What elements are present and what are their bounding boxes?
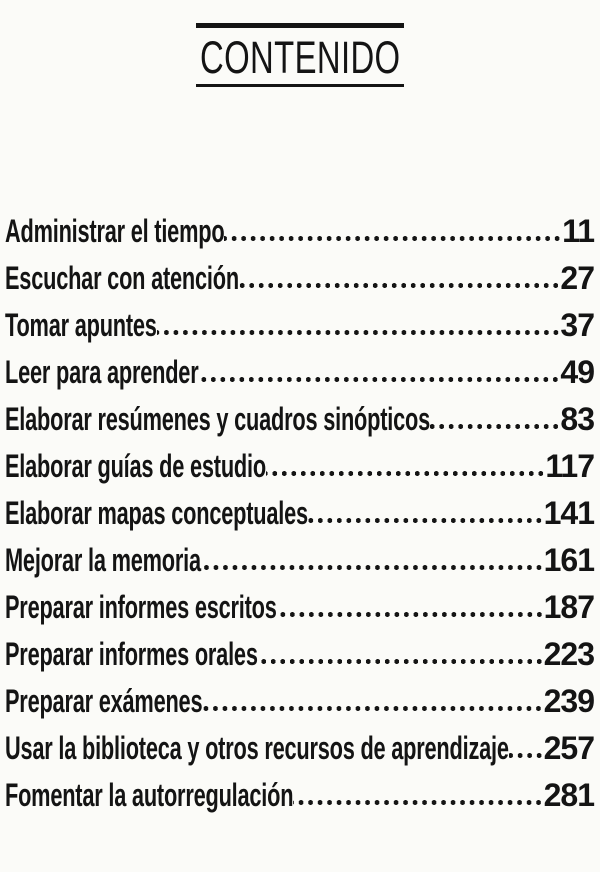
toc-dot-leader [238, 282, 561, 289]
toc-dot-leader [200, 564, 544, 571]
toc-item-title: Fomentar la autorregulación [5, 777, 294, 813]
toc-item-title: Preparar exámenes [5, 683, 203, 719]
toc-item-title: Escuchar con atención [5, 260, 239, 296]
toc-dot-leader [156, 329, 561, 336]
toc-dot-leader [198, 376, 561, 383]
toc-item-page: 27 [560, 260, 595, 296]
toc-item-page: 83 [560, 401, 595, 437]
toc-item-page: 223 [543, 636, 595, 672]
page-title: CONTENIDO [199, 32, 401, 83]
toc-item-page: 281 [543, 777, 595, 813]
scanned-book-page: CONTENIDO Administrar el tiempo 11 Escucha… [0, 23, 600, 872]
toc-item: Elaborar resúmenes y cuadros sinópticos 8… [5, 396, 595, 443]
toc-item-page: 49 [560, 354, 595, 390]
toc-item-title: Tomar apuntes [5, 307, 157, 343]
toc-dot-leader [308, 517, 544, 524]
toc-dot-leader [276, 611, 544, 618]
toc-dot-leader [224, 235, 563, 242]
toc-dot-leader [202, 705, 544, 712]
table-of-contents: Administrar el tiempo 11 Escuchar con aten… [0, 208, 600, 819]
toc-item: Fomentar la autorregulación 281 [5, 772, 595, 819]
toc-item-title: Administrar el tiempo [5, 213, 225, 249]
toc-item-page: 141 [543, 495, 595, 531]
toc-item: Preparar informes escritos 187 [5, 584, 595, 631]
toc-item: Preparar informes orales 223 [5, 631, 595, 678]
toc-item: Administrar el tiempo 11 [5, 208, 595, 255]
toc-item-title: Usar la biblioteca y otros recursos de a… [5, 730, 509, 766]
toc-item: Elaborar guías de estudio 117 [5, 443, 595, 490]
toc-item-title: Elaborar mapas conceptuales [5, 495, 308, 531]
toc-item-page: 11 [562, 213, 595, 249]
contents-heading-block: CONTENIDO [196, 23, 404, 87]
toc-item-page: 161 [543, 542, 595, 578]
toc-item: Elaborar mapas conceptuales 141 [5, 490, 595, 537]
toc-dot-leader [265, 470, 546, 477]
toc-item-title: Preparar informes orales [5, 636, 258, 672]
toc-item: Leer para aprender 49 [5, 349, 595, 396]
toc-item-page: 257 [543, 730, 595, 766]
toc-item-title: Leer para aprender [5, 354, 199, 390]
toc-item-page: 37 [560, 307, 595, 343]
toc-item-title: Elaborar guías de estudio [5, 448, 266, 484]
toc-item-title: Mejorar la memoria [5, 542, 201, 578]
toc-item-page: 239 [543, 683, 595, 719]
toc-item-title: Elaborar resúmenes y cuadros sinópticos [5, 401, 430, 437]
toc-item: Escuchar con atención 27 [5, 255, 595, 302]
toc-dot-leader [508, 752, 544, 759]
toc-dot-leader [257, 658, 544, 665]
toc-item: Mejorar la memoria 161 [5, 537, 595, 584]
toc-dot-leader [293, 799, 544, 806]
toc-header: CONTENIDO [0, 23, 600, 87]
toc-item-page: 117 [545, 448, 595, 484]
toc-item-page: 187 [543, 589, 595, 625]
toc-dot-leader [429, 423, 561, 430]
page-title-heading: CONTENIDO [196, 32, 404, 87]
toc-item: Usar la biblioteca y otros recursos de a… [5, 725, 595, 772]
toc-item: Preparar exámenes 239 [5, 678, 595, 725]
toc-item: Tomar apuntes 37 [5, 302, 595, 349]
toc-item-title: Preparar informes escritos [5, 589, 277, 625]
